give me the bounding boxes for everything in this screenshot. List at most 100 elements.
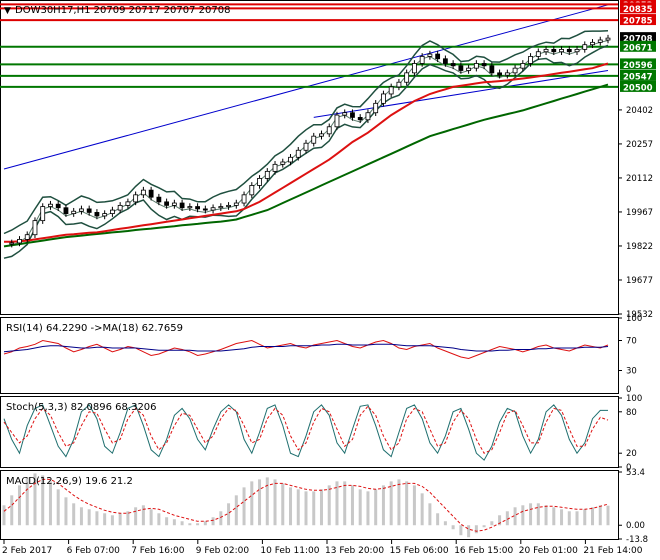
candle-body [342, 112, 348, 116]
candle-body [419, 56, 425, 64]
x-tick-label: 7 Feb 16:00 [131, 546, 185, 556]
price-label-bg [620, 40, 656, 52]
macd-histogram-bar [467, 525, 471, 538]
candle-body [241, 194, 247, 204]
macd-histogram-bar [459, 525, 463, 536]
candle-body [264, 170, 270, 179]
candle-body [79, 208, 84, 212]
candle-body [466, 67, 472, 71]
rsi-panel [0, 317, 619, 394]
macd-histogram-bar [451, 525, 455, 530]
macd-histogram-bar [560, 509, 564, 526]
macd-y-tick-label: 0.00 [626, 521, 645, 531]
candle-body [148, 189, 154, 198]
price-label: 20785 [623, 17, 653, 27]
candle-body [543, 48, 549, 53]
macd-histogram-bar [389, 481, 393, 526]
rsi-line [3, 339, 609, 360]
stoch-y-tick-label: 20 [626, 449, 637, 459]
price-label-bg [620, 69, 656, 81]
macd-histogram-bar [436, 513, 440, 526]
candle-body [226, 204, 231, 207]
candle-body [582, 44, 588, 50]
macd-histogram-bar [17, 485, 21, 526]
candle-body [24, 234, 30, 240]
macd-title: MACD(12,26,9) 19.6 21.2 [6, 476, 133, 487]
macd-histogram-bar [165, 517, 169, 526]
candle-body [319, 133, 324, 137]
candle-body [412, 63, 417, 74]
price-label: 20671 [623, 43, 653, 53]
macd-histogram-bar [141, 505, 145, 526]
macd-histogram-bar [95, 511, 99, 526]
price-label-bg [620, 2, 656, 14]
price-label-bg [620, 32, 656, 44]
candle-body [117, 204, 123, 211]
macd-histogram-bar [79, 507, 83, 526]
candle-body [520, 63, 526, 69]
macd-y-tick-label: 53.4 [626, 468, 645, 478]
candle-body [156, 196, 162, 203]
stoch-k-line [3, 404, 608, 461]
trend-line-lower [313, 70, 609, 118]
price-label-bg [620, 80, 656, 92]
candle-body [233, 202, 239, 206]
candle-body [334, 114, 340, 128]
macd-histogram-bar [412, 485, 416, 526]
macd-histogram-bar [358, 489, 362, 526]
candle-body [605, 37, 611, 41]
macd-histogram-bar [521, 505, 525, 526]
candle-body [574, 48, 580, 53]
main-plot [0, 3, 618, 259]
macd-histogram-bar [180, 521, 184, 526]
x-tick-label: 13 Feb 20:00 [325, 546, 384, 556]
macd-histogram-bar [211, 517, 215, 526]
price-label: 20835 [623, 5, 653, 15]
ma-fast-line [4, 62, 609, 243]
candle-body [473, 63, 479, 69]
candle-body [218, 206, 224, 209]
macd-histogram-bar [196, 523, 200, 526]
rsi-title: RSI(14) 64.2290 ->MA(18) 62.7659 [6, 323, 183, 334]
ma-slow-line [3, 83, 609, 248]
y-tick-label: 19822 [626, 242, 653, 252]
candle-body [94, 212, 100, 217]
candle-body [311, 135, 317, 144]
candle-body [458, 65, 464, 71]
macd-histogram-bar [172, 519, 176, 526]
x-tick-label: 6 Feb 07:00 [67, 546, 121, 556]
macd-histogram-bar [296, 489, 300, 526]
candle-body [388, 86, 394, 95]
candle-body [373, 102, 379, 114]
y-tick-label: 19677 [626, 276, 653, 286]
candle-body [133, 194, 139, 203]
macd-histogram-bar [234, 495, 238, 526]
candle-body [48, 203, 53, 207]
dropdown-triangle-icon[interactable]: ▼ [4, 6, 11, 16]
macd-histogram-bar [56, 489, 60, 526]
macd-histogram-bar [374, 489, 378, 526]
macd-histogram-bar [498, 515, 502, 526]
candle-body [140, 189, 146, 196]
candle-body [63, 207, 69, 214]
price-label: 20500 [623, 83, 653, 93]
candle-body [497, 72, 502, 76]
price-label-bg [620, 58, 656, 70]
macd-histogram-bar [273, 479, 277, 526]
macd-histogram-bar [203, 521, 207, 526]
rsi-y-tick-label: 30 [626, 367, 637, 377]
macd-histogram-bar [242, 487, 246, 526]
x-tick-label: 10 Feb 11:00 [260, 546, 319, 556]
macd-histogram-bar [420, 493, 424, 526]
candle-body [280, 161, 286, 165]
macd-histogram-bar [443, 521, 447, 526]
candle-body [288, 156, 293, 163]
candle-body [404, 72, 410, 83]
macd-histogram-bar [110, 515, 114, 526]
candle-body [110, 209, 115, 214]
x-tick-label: 2 Feb 2017 [2, 546, 52, 556]
macd-plot [2, 473, 610, 538]
macd-histogram-bar [2, 505, 6, 526]
